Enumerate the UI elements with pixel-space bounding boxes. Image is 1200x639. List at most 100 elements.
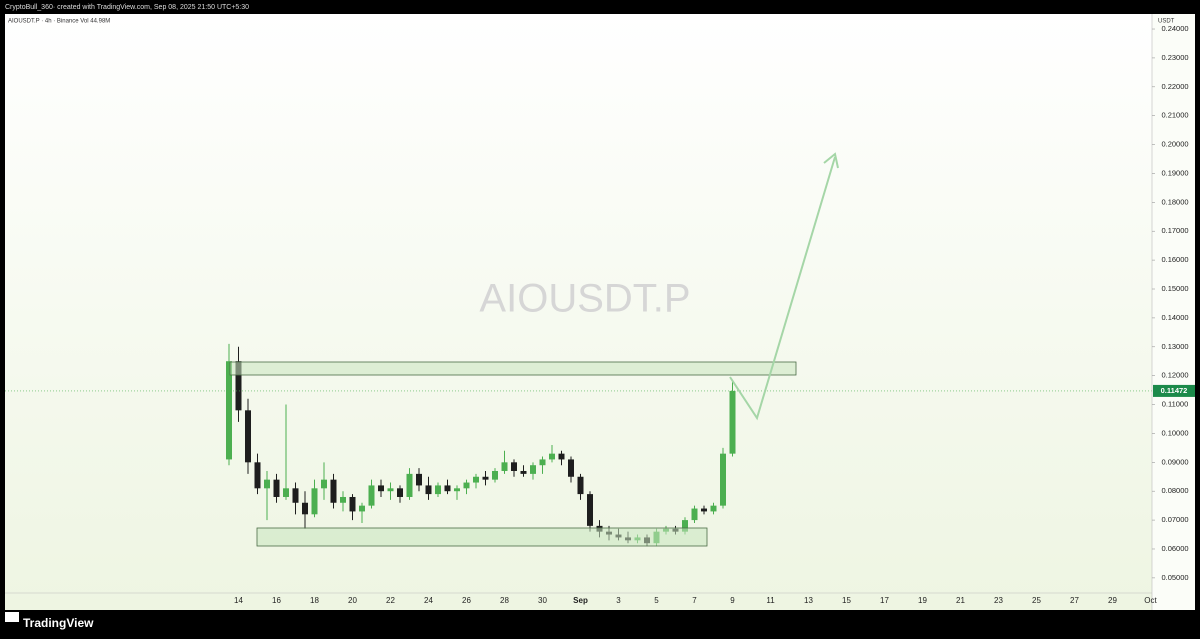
- candle-body: [501, 462, 508, 471]
- y-tick-label: 0.07000: [1161, 515, 1188, 524]
- y-tick-label: 0.05000: [1161, 573, 1188, 582]
- y-tick-label: 0.16000: [1161, 255, 1188, 264]
- x-tick-label: 29: [1108, 596, 1117, 605]
- candle-body: [416, 473, 422, 486]
- caption: CryptoBull_360· created with TradingView…: [5, 4, 249, 11]
- projection-arrow: [729, 156, 836, 421]
- candle-body: [264, 479, 270, 489]
- candle-body: [539, 459, 546, 466]
- x-tick-label: 24: [424, 596, 433, 605]
- candle-body: [454, 488, 460, 492]
- candle-body: [511, 462, 517, 471]
- candle-body: [682, 520, 688, 532]
- candle-body: [701, 508, 707, 512]
- x-tick-label: Oct: [1144, 596, 1157, 605]
- x-tick-label: 28: [500, 596, 509, 605]
- y-tick-label: 0.17000: [1161, 226, 1188, 235]
- x-tick-label: 23: [994, 596, 1003, 605]
- candle-body: [311, 488, 318, 515]
- y-tick-label: 0.08000: [1161, 486, 1188, 495]
- candle-body: [254, 462, 261, 489]
- candle-body: [482, 476, 489, 480]
- candle-body: [245, 410, 251, 463]
- y-tick-label: 0.21000: [1161, 111, 1188, 120]
- y-tick-label: 0.09000: [1161, 457, 1188, 466]
- x-tick-label: 5: [654, 596, 659, 605]
- x-tick-label: 14: [234, 596, 243, 605]
- x-tick-label: 16: [272, 596, 281, 605]
- currency-label: USDT: [1158, 19, 1175, 25]
- candle-body: [444, 485, 451, 492]
- last-price-box: [1153, 384, 1195, 397]
- candle-body: [340, 496, 346, 503]
- candle-body: [691, 508, 698, 521]
- x-tick-label: Sep: [573, 596, 588, 605]
- candle-body: [729, 390, 736, 454]
- watermark: AIOUSDT.P: [479, 277, 690, 321]
- candle-body: [558, 453, 565, 460]
- y-tick-label: 0.19000: [1161, 168, 1188, 177]
- x-tick-label: 15: [842, 596, 851, 605]
- candle-body: [492, 470, 498, 480]
- axis-layer: 0.05000 0.06000 0.07000 0.08000 0.09000 0.100…: [234, 24, 1195, 605]
- candle-body: [368, 485, 375, 506]
- candle-body: [378, 485, 384, 492]
- y-tick-label: 0.10000: [1161, 428, 1188, 437]
- candle-body: [321, 479, 327, 489]
- candle-body: [235, 361, 242, 411]
- y-tick-label: 0.20000: [1161, 140, 1188, 149]
- candle-body: [302, 502, 308, 515]
- candle-body: [520, 470, 527, 474]
- y-tick-label: 0.23000: [1161, 53, 1188, 62]
- y-tick-label: 0.14000: [1161, 313, 1188, 322]
- x-tick-label: 17: [880, 596, 889, 605]
- candle-body: [710, 505, 717, 512]
- y-tick-label: 0.06000: [1161, 544, 1188, 553]
- arrow-head: [823, 152, 839, 169]
- x-tick-label: 22: [386, 596, 395, 605]
- x-tick-label: 9: [730, 596, 735, 605]
- candle-body: [549, 453, 555, 460]
- candle-body: [349, 496, 356, 512]
- candle-body: [226, 361, 232, 460]
- candle-body: [406, 473, 413, 497]
- x-tick-label: 3: [616, 596, 621, 605]
- candle-body: [387, 488, 394, 492]
- y-tick-label: 0.15000: [1161, 284, 1188, 293]
- x-tick-label: 21: [956, 596, 965, 605]
- candle-body: [720, 453, 726, 506]
- brand: TradingView: [23, 616, 94, 630]
- last-price-label: 0.11472: [1161, 386, 1188, 395]
- x-tick-label: 7: [692, 596, 697, 605]
- candle-body: [273, 479, 280, 497]
- candle-body: [530, 465, 536, 474]
- candle-body: [473, 476, 479, 483]
- x-tick-label: 20: [348, 596, 357, 605]
- y-tick-label: 0.24000: [1161, 24, 1188, 33]
- x-tick-label: 18: [310, 596, 319, 605]
- candle-body: [425, 485, 432, 495]
- x-tick-label: 25: [1032, 596, 1041, 605]
- y-tick-label: 0.13000: [1161, 342, 1188, 351]
- y-tick-label: 0.18000: [1161, 197, 1188, 206]
- support-zone: [256, 527, 708, 547]
- brand-logo: [5, 612, 19, 622]
- x-tick-label: 11: [766, 596, 775, 605]
- candle-body: [577, 476, 584, 495]
- x-tick-label: 19: [918, 596, 927, 605]
- x-tick-label: 30: [538, 596, 547, 605]
- candle-body: [330, 479, 337, 503]
- candle-body: [435, 485, 441, 495]
- candle-body: [568, 459, 574, 477]
- x-tick-label: 26: [462, 596, 471, 605]
- plot-background: [5, 14, 1195, 610]
- plot-area: [5, 343, 1152, 547]
- x-tick-label: 27: [1070, 596, 1079, 605]
- x-tick-label: 13: [804, 596, 813, 605]
- candle-body: [292, 488, 299, 503]
- y-tick-label: 0.11000: [1162, 400, 1189, 409]
- candle-body: [587, 494, 593, 526]
- candle-body: [463, 482, 470, 489]
- resistance-zone: [229, 361, 797, 376]
